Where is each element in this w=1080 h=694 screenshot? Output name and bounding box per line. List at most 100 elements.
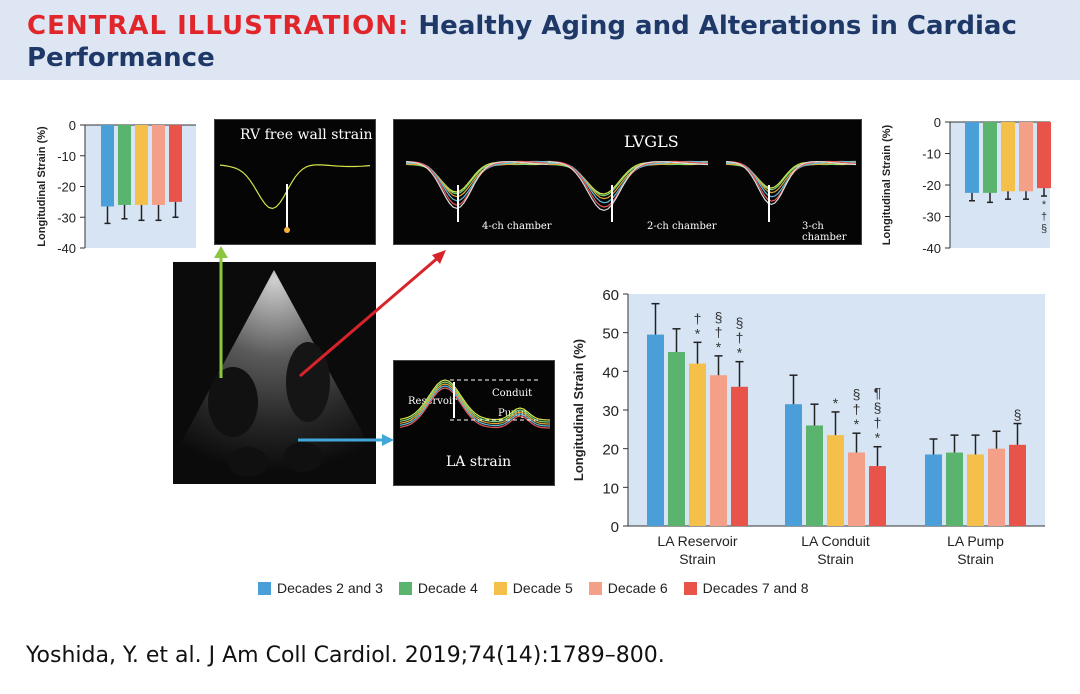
bar — [785, 404, 802, 526]
strain-curve — [547, 161, 709, 212]
strain-curve — [219, 164, 371, 210]
y-axis-label: Longitudinal Strain (%) — [36, 126, 48, 247]
y-tick-label: 50 — [602, 326, 619, 343]
significance-mark: ¶ — [874, 385, 882, 401]
rv-peak-marker — [284, 227, 290, 233]
y-tick-label: 0 — [69, 118, 76, 133]
red-arrowhead — [432, 250, 446, 264]
rv-strain-panel: RV free wall strain — [214, 119, 376, 245]
lvgls-2ch-label: 2-ch chamber — [647, 221, 717, 232]
title-line2: Performance — [27, 43, 215, 73]
y-tick-label: 40 — [602, 364, 619, 381]
la-reservoir-label: Reservoir — [408, 396, 457, 407]
bar — [135, 125, 148, 205]
la-strain-panel: Reservoir Conduit Pump LA strain — [393, 360, 555, 486]
y-axis-label: Longitudinal Strain (%) — [571, 339, 586, 481]
strain-curve — [399, 383, 551, 425]
significance-mark: § — [1041, 223, 1047, 235]
y-tick-label: -10 — [57, 149, 76, 164]
strain-curve — [399, 381, 551, 423]
significance-mark: * — [1042, 199, 1047, 211]
y-tick-label: -30 — [57, 210, 76, 225]
bar — [967, 454, 984, 526]
significance-mark: § — [715, 309, 723, 325]
echo-sketch — [176, 270, 373, 477]
y-tick-label: -30 — [922, 210, 941, 225]
strain-curve — [725, 160, 857, 206]
significance-mark: § — [736, 315, 744, 331]
legend-label: Decades 7 and 8 — [702, 580, 809, 596]
bar — [983, 122, 997, 193]
bar — [869, 466, 886, 526]
y-tick-label: 0 — [934, 115, 941, 130]
legend-swatch — [588, 581, 602, 595]
red-arrow — [299, 254, 441, 378]
legend-label: Decades 2 and 3 — [277, 580, 383, 596]
blue-arrowhead — [382, 434, 394, 446]
echocardiogram-image — [173, 262, 376, 484]
bar — [965, 122, 979, 193]
legend-item: Decade 5 — [493, 580, 573, 596]
bar — [848, 452, 865, 526]
bar — [1037, 122, 1051, 189]
bar — [1001, 122, 1015, 192]
significance-mark: * — [695, 325, 701, 341]
x-category-label: Strain — [957, 551, 994, 567]
legend-swatch — [398, 581, 412, 595]
bar — [1019, 122, 1033, 192]
significance-mark: * — [737, 345, 743, 361]
strain-curve — [399, 385, 551, 427]
y-tick-label: 20 — [602, 442, 619, 459]
significance-mark: † — [874, 415, 882, 431]
rv-panel-title: RV free wall strain — [240, 127, 373, 143]
legend: Decades 2 and 3 Decade 4 Decade 5 Decade 6 D… — [258, 580, 825, 596]
legend-label: Decade 6 — [607, 580, 668, 596]
significance-mark: § — [874, 400, 882, 416]
bar — [668, 352, 685, 526]
significance-mark: † — [853, 401, 861, 417]
y-tick-label: 60 — [602, 287, 619, 304]
bar — [806, 425, 823, 526]
significance-mark: * — [833, 395, 839, 411]
bar — [169, 125, 182, 202]
significance-mark: † — [1041, 211, 1047, 223]
x-category-label: LA Conduit — [801, 533, 870, 549]
significance-mark: † — [715, 324, 723, 340]
citation: Yoshida, Y. et al. J Am Coll Cardiol. 20… — [26, 643, 665, 668]
bar — [731, 386, 748, 526]
significance-mark: † — [736, 330, 744, 346]
bar — [101, 125, 114, 207]
legend-label: Decade 4 — [417, 580, 478, 596]
bar — [988, 448, 1005, 526]
green-arrowhead — [214, 246, 228, 258]
bar — [1009, 444, 1026, 526]
legend-swatch — [258, 581, 271, 595]
la-panel-title: LA strain — [446, 454, 512, 470]
y-tick-label: -20 — [57, 180, 76, 195]
lvgls-panel-title: LVGLS — [624, 132, 679, 151]
title-prefix: CENTRAL ILLUSTRATION: — [27, 11, 410, 41]
header-banner — [0, 0, 1080, 80]
y-tick-label: 10 — [602, 480, 619, 497]
title-main: Healthy Aging and Alterations in Cardiac — [418, 11, 1017, 41]
x-category-label: LA Reservoir — [657, 533, 737, 549]
legend-item: Decades 2 and 3 — [258, 580, 383, 596]
y-tick-label: 0 — [611, 519, 619, 536]
bar — [118, 125, 131, 205]
bar — [689, 363, 706, 526]
bar — [925, 454, 942, 526]
strain-curve — [399, 387, 551, 429]
legend-swatch — [493, 581, 507, 595]
y-tick-label: -40 — [922, 241, 941, 256]
significance-mark: * — [875, 430, 881, 446]
significance-mark: § — [853, 386, 861, 402]
significance-mark: * — [854, 416, 860, 432]
significance-mark: * — [716, 339, 722, 355]
x-category-label: Strain — [679, 551, 716, 567]
bar — [647, 334, 664, 526]
strain-curve — [399, 379, 551, 421]
bar — [152, 125, 165, 205]
significance-mark: † — [694, 310, 702, 326]
y-tick-label: -40 — [57, 241, 76, 256]
